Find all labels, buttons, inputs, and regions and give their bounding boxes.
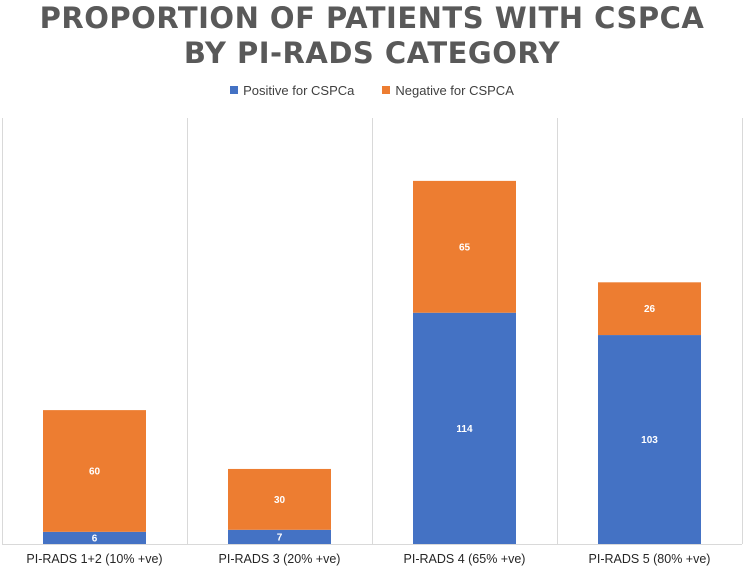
legend-label-positive: Positive for CSPCa bbox=[243, 82, 355, 98]
data-label-positive: 7 bbox=[277, 532, 283, 543]
data-label-negative: 26 bbox=[644, 304, 656, 315]
data-label-negative: 30 bbox=[274, 495, 286, 506]
data-label-positive: 6 bbox=[92, 533, 98, 544]
bar-negative bbox=[413, 180, 516, 313]
bar-positive bbox=[598, 335, 701, 544]
x-tick-label: PI-RADS 1+2 (10% +ve) bbox=[26, 552, 162, 566]
data-label-positive: 114 bbox=[456, 424, 473, 435]
legend: Positive for CSPCa Negative for CSPCA bbox=[0, 80, 744, 100]
legend-swatch-negative bbox=[382, 86, 391, 94]
legend-label-negative: Negative for CSPCA bbox=[395, 82, 514, 98]
data-label-negative: 65 bbox=[459, 242, 471, 253]
bar-positive bbox=[43, 531, 146, 544]
x-tick-label: PI-RADS 4 (65% +ve) bbox=[404, 552, 526, 566]
x-tick-label: PI-RADS 5 (80% +ve) bbox=[589, 552, 711, 566]
x-tick-label: PI-RADS 3 (20% +ve) bbox=[219, 552, 341, 566]
data-label-negative: 60 bbox=[89, 466, 101, 477]
data-label-positive: 103 bbox=[641, 435, 658, 446]
bar-negative bbox=[43, 410, 146, 532]
legend-item-negative: Negative for CSPCA bbox=[382, 83, 514, 98]
bar-negative bbox=[228, 468, 331, 530]
chart-title-line-2: BY PI-RADS CATEGORY bbox=[183, 36, 561, 70]
chart-title-line-1: PROPORTION OF PATIENTS WITH CSPCA bbox=[39, 1, 705, 35]
bar-positive bbox=[413, 312, 516, 544]
bar-positive bbox=[228, 529, 331, 544]
bar-negative bbox=[598, 282, 701, 336]
legend-swatch-positive bbox=[230, 86, 239, 94]
legend-item-positive: Positive for CSPCa bbox=[230, 83, 354, 98]
